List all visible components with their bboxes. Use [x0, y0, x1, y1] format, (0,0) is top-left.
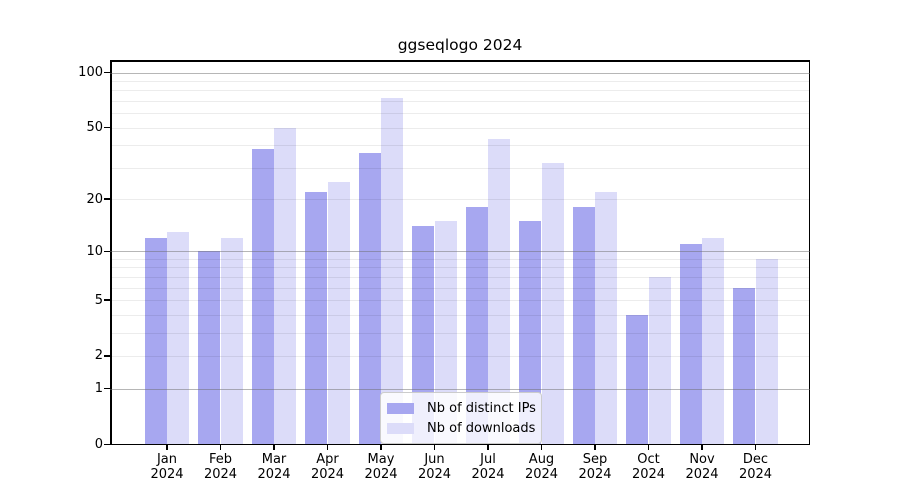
x-tick-mark-feb	[219, 445, 222, 450]
bar-oct-downloads	[648, 276, 671, 444]
spine-left	[110, 60, 112, 445]
spine-right	[808, 60, 810, 445]
y-tick-label-1: 1	[94, 381, 103, 397]
y-tick-label-20: 20	[86, 191, 103, 207]
legend-label-downloads: Nb of downloads	[427, 420, 536, 436]
spine-top	[110, 60, 810, 62]
bar-dec-distinct-ips	[733, 287, 756, 444]
y-tick-mark-10	[104, 250, 110, 252]
bar-sep-downloads	[595, 191, 618, 444]
spine-bottom	[110, 443, 810, 445]
bar-may-distinct-ips	[358, 153, 381, 444]
y-tick-mark-50	[104, 126, 110, 129]
gridline-30	[110, 167, 810, 169]
y-tick-label-50: 50	[86, 120, 103, 136]
gridline-3	[110, 332, 810, 334]
y-tick-label-10: 10	[86, 243, 103, 259]
y-tick-mark-1	[104, 387, 110, 390]
gridline-20	[110, 199, 810, 201]
y-tick-label-100: 100	[78, 65, 103, 81]
gridline-9	[110, 258, 810, 260]
y-tick-mark-5	[104, 299, 110, 301]
y-tick-mark-20	[104, 198, 110, 200]
bar-nov-distinct-ips	[679, 244, 702, 444]
bar-jul-downloads	[488, 139, 511, 444]
x-tick-mark-may	[380, 445, 382, 450]
x-tick-label-feb: Feb 2024	[203, 452, 238, 482]
gridline-4	[110, 314, 810, 316]
bar-aug-downloads	[541, 162, 564, 444]
gridline-8	[110, 267, 810, 269]
legend-label-distinct-ips: Nb of distinct IPs	[427, 400, 536, 416]
x-tick-mark-apr	[326, 445, 329, 450]
x-tick-mark-oct	[647, 445, 650, 450]
legend-swatch-downloads-icon	[387, 422, 414, 434]
bar-oct-distinct-ips	[626, 314, 649, 444]
x-tick-mark-dec	[754, 445, 757, 450]
gridline-7	[110, 276, 810, 278]
gridline-40	[110, 145, 810, 147]
plot-area	[110, 60, 810, 445]
gridline-100	[110, 72, 810, 74]
bar-nov-downloads	[702, 237, 725, 444]
x-tick-label-apr: Apr 2024	[310, 452, 345, 482]
legend-row-distinct-ips: Nb of distinct IPs	[387, 398, 536, 418]
gridline-1	[110, 388, 810, 390]
gridline-50	[110, 127, 810, 129]
y-tick-label-5: 5	[94, 292, 103, 308]
gridline-90	[110, 80, 810, 82]
y-tick-mark-2	[104, 355, 110, 357]
bar-apr-downloads	[327, 181, 350, 444]
x-tick-mark-jan	[166, 445, 168, 450]
legend-swatch-distinct-ips-icon	[387, 402, 414, 414]
x-tick-label-jun: Jun 2024	[417, 452, 452, 482]
gridline-5	[110, 300, 810, 302]
bar-dec-downloads	[755, 258, 778, 444]
bar-feb-downloads	[220, 237, 243, 444]
x-tick-mark-sep	[594, 445, 596, 450]
x-tick-label-sep: Sep 2024	[578, 452, 612, 482]
bar-aug-distinct-ips	[519, 221, 542, 444]
gridline-80	[110, 90, 810, 92]
x-tick-label-jul: Jul 2024	[471, 452, 505, 482]
y-tick-mark-0	[104, 443, 110, 446]
bar-feb-distinct-ips	[198, 251, 221, 444]
bar-mar-distinct-ips	[251, 149, 274, 444]
legend: Nb of distinct IPs Nb of downloads	[380, 392, 542, 444]
x-tick-mark-jul	[487, 445, 489, 450]
bar-jun-downloads	[434, 221, 457, 444]
y-tick-label-0: 0	[94, 437, 103, 452]
bar-may-downloads	[381, 97, 404, 444]
bar-sep-distinct-ips	[572, 207, 595, 444]
y-tick-mark-100	[104, 71, 110, 74]
gridline-10	[110, 251, 810, 253]
gridline-6	[110, 287, 810, 289]
gridline-70	[110, 100, 810, 102]
x-tick-label-may: May 2024	[364, 452, 398, 482]
bar-jan-downloads	[167, 231, 190, 444]
chart-title: ggseqlogo 2024	[397, 36, 523, 54]
x-tick-mark-aug	[540, 445, 543, 450]
x-tick-mark-nov	[701, 445, 703, 450]
gridline-60	[110, 113, 810, 115]
x-tick-label-dec: Dec 2024	[738, 452, 773, 482]
x-tick-label-mar: Mar 2024	[257, 452, 291, 482]
bar-mar-downloads	[274, 127, 297, 444]
x-tick-label-nov: Nov 2024	[685, 452, 719, 482]
x-tick-mark-mar	[273, 445, 275, 450]
x-tick-mark-jun	[433, 445, 436, 450]
gridlines	[110, 60, 810, 445]
gridline-2	[110, 355, 810, 357]
x-tick-label-jan: Jan 2024	[150, 452, 184, 482]
bar-jan-distinct-ips	[144, 237, 167, 444]
bars	[110, 60, 810, 445]
x-tick-label-aug: Aug 2024	[524, 452, 559, 482]
bar-jul-distinct-ips	[465, 207, 488, 444]
y-tick-label-2: 2	[94, 348, 103, 364]
legend-row-downloads: Nb of downloads	[387, 418, 536, 438]
bar-apr-distinct-ips	[305, 191, 328, 444]
x-tick-label-oct: Oct 2024	[631, 452, 666, 482]
